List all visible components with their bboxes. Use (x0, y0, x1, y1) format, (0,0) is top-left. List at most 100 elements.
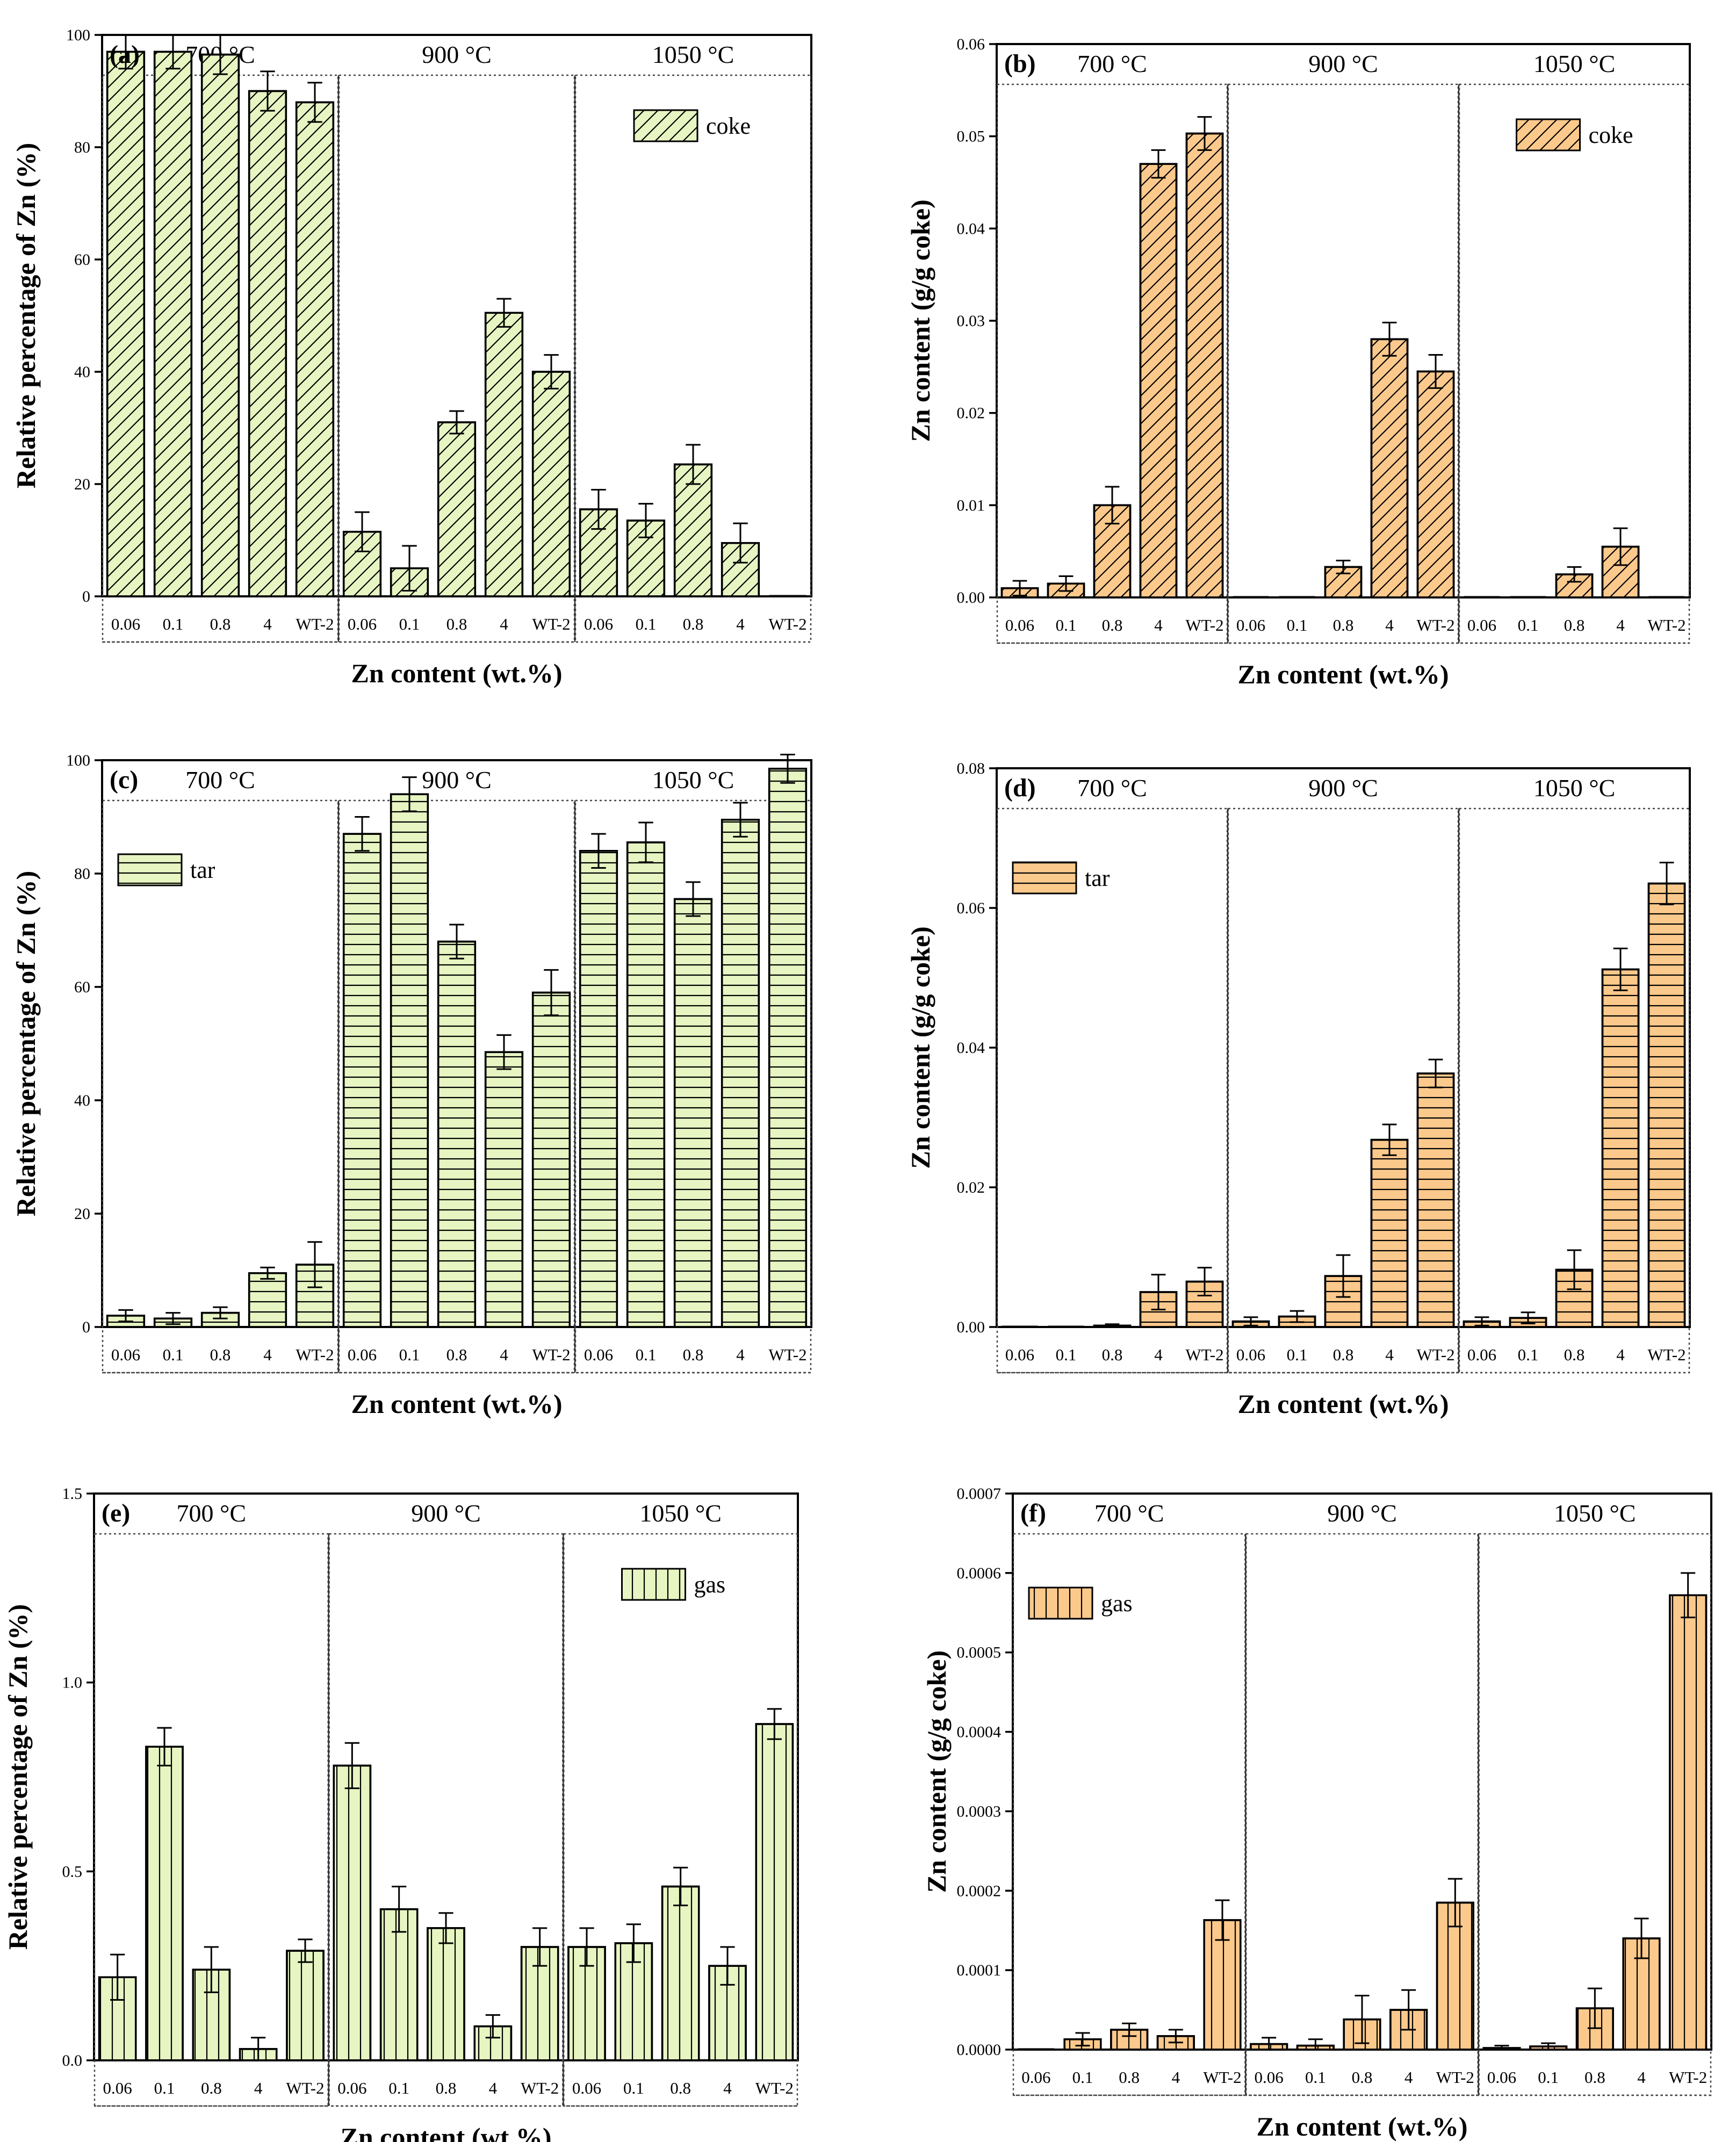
x-category-label: 4 (1616, 1345, 1625, 1364)
error-bar (1659, 862, 1674, 905)
bar-pattern (201, 54, 239, 596)
y-tick-label: 0.0003 (957, 1802, 1002, 1820)
error-bar (449, 924, 464, 960)
error-bar (733, 802, 748, 838)
legend-swatch-pattern (1028, 1586, 1093, 1620)
x-category-label: 4 (1385, 616, 1394, 634)
group-temp-label: 900 °C (1308, 50, 1378, 77)
group-temp-label: 700 °C (1077, 774, 1147, 802)
y-tick-label: 0.0004 (957, 1723, 1002, 1741)
error-bar (1382, 321, 1397, 357)
x-category-label: 0.8 (1584, 2068, 1605, 2087)
x-category-label: 0.06 (1467, 616, 1496, 634)
x-category-label: 0.1 (1287, 616, 1308, 634)
legend-label: tar (190, 857, 215, 883)
x-category-label: WT-2 (296, 615, 334, 633)
x-category-label: 0.1 (623, 2079, 644, 2097)
x-category-label: 0.1 (1538, 2068, 1559, 2087)
x-category-label: 0.8 (1352, 2068, 1373, 2087)
y-tick-label: 0.0007 (957, 1485, 1002, 1503)
error-bar (496, 1034, 512, 1070)
y-tick-label: 100 (66, 26, 90, 44)
y-tick-label: 40 (74, 1092, 90, 1109)
error-bar (1613, 527, 1628, 566)
bar-pattern (627, 842, 665, 1327)
bar-pattern (391, 794, 428, 1327)
x-category-label: 0.1 (1287, 1345, 1308, 1364)
x-category-label: 0.06 (1236, 616, 1265, 634)
bar-pattern (1648, 883, 1685, 1327)
legend-swatch-pattern (117, 853, 183, 886)
y-tick-label: 0.06 (957, 899, 985, 917)
error-bar (591, 833, 606, 869)
error-bar (591, 488, 606, 530)
y-tick-label: 0.04 (957, 1039, 985, 1057)
y-tick-label: 0.05 (957, 128, 985, 146)
x-category-label: 0.8 (201, 2079, 222, 2097)
bar-pattern (154, 52, 192, 597)
error-bar (1105, 486, 1120, 525)
x-category-label: 0.1 (399, 1345, 420, 1364)
bar-pattern (1204, 1920, 1241, 2050)
y-tick-label: 0.00 (957, 1318, 985, 1336)
x-axis-title: Zn content (wt.%) (1237, 1389, 1449, 1419)
error-bar (1122, 2022, 1137, 2037)
group-temp-label: 700 °C (1077, 50, 1147, 77)
x-category-label: WT-2 (521, 2079, 559, 2097)
error-bar (1075, 2032, 1090, 2047)
error-bar (165, 1312, 181, 1325)
x-category-label: 0.8 (446, 615, 467, 633)
x-category-label: 0.1 (636, 615, 657, 633)
error-bar (1447, 1878, 1463, 1928)
bar-pattern (1371, 1139, 1408, 1327)
error-bar (449, 410, 464, 435)
error-bar (496, 298, 512, 328)
x-category-label: 4 (1154, 616, 1163, 634)
bar-pattern (107, 52, 145, 597)
x-category-label: 0.1 (388, 2079, 409, 2097)
x-category-label: 4 (1404, 2068, 1413, 2087)
x-category-label: 0.06 (584, 1345, 613, 1364)
bar-pattern (249, 91, 286, 596)
bar-pattern (769, 768, 806, 1327)
bar-pattern (438, 422, 476, 596)
error-bar (110, 1953, 125, 2001)
legend-label: tar (1085, 865, 1110, 891)
error-bar (344, 1742, 359, 1790)
y-tick-label: 20 (74, 1205, 90, 1223)
x-category-label: 4 (1637, 2068, 1646, 2087)
bar-pattern (756, 1724, 793, 2060)
y-tick-label: 0 (82, 1318, 90, 1336)
group-temp-label: 1050 °C (652, 766, 734, 794)
x-category-label: 4 (1385, 1345, 1394, 1364)
x-category-label: 0.1 (1056, 1345, 1077, 1364)
error-bar (1567, 1249, 1582, 1290)
x-category-label: 0.1 (1518, 616, 1539, 634)
x-category-label: WT-2 (286, 2079, 324, 2097)
x-category-label: 4 (489, 2079, 498, 2097)
x-axis-title: Zn content (wt.%) (351, 658, 562, 688)
plot-frame (996, 767, 1691, 1328)
bar-pattern (674, 899, 712, 1327)
y-tick-label: 0.08 (957, 760, 985, 777)
error-bar (355, 816, 370, 852)
bar-pattern (1371, 339, 1408, 597)
error-bar (1308, 2038, 1323, 2051)
error-bar (1428, 1058, 1443, 1088)
y-tick-label: 1.5 (62, 1485, 83, 1503)
group-temp-label: 1050 °C (1533, 50, 1616, 77)
x-category-label: WT-2 (1416, 1345, 1454, 1364)
x-category-label: WT-2 (1647, 1345, 1685, 1364)
panel-c: 700 °C 900 °C 1050 °C 0 20 40 60 80 100 0.06 0.1 0.… (11, 752, 812, 1419)
plot-frame (1012, 1492, 1712, 2051)
bar-pattern (674, 464, 712, 596)
y-tick-label: 0 (82, 588, 90, 605)
x-category-label: 4 (500, 615, 508, 633)
bar-pattern (1602, 969, 1639, 1327)
x-category-label: WT-2 (755, 2079, 794, 2097)
error-bar (1401, 1989, 1416, 2031)
y-axis-title: Zn content (g/g coke) (905, 926, 935, 1169)
x-category-label: 0.8 (210, 1345, 231, 1364)
x-category-label: 0.8 (683, 615, 704, 633)
x-category-label: 0.8 (446, 1345, 467, 1364)
